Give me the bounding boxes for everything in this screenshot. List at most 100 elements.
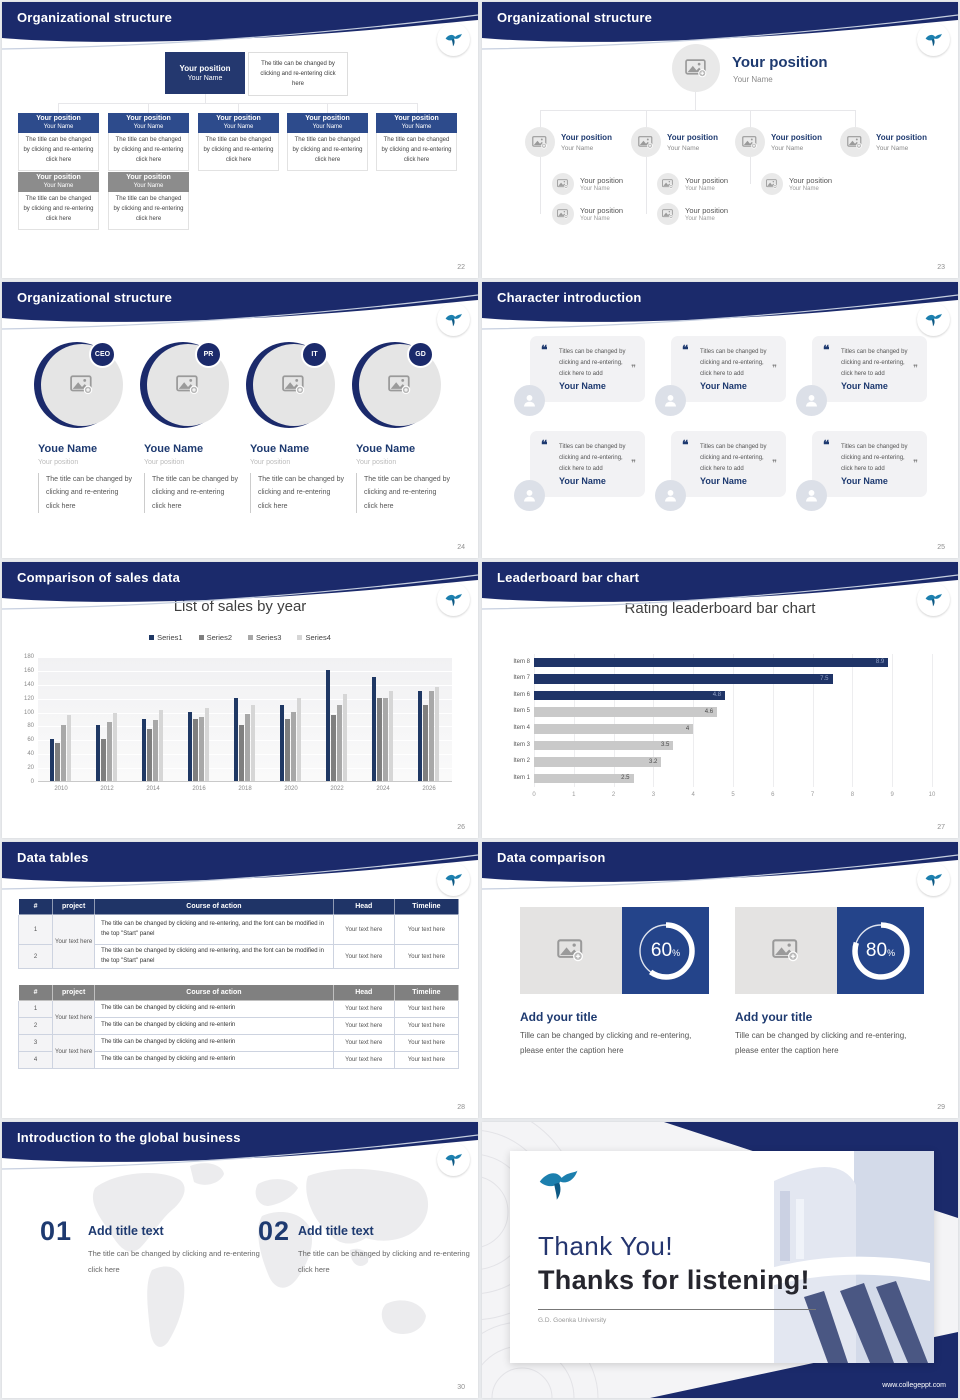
photo-placeholder[interactable] [525,127,555,157]
bar [199,717,204,781]
node-position: Your position [876,133,927,142]
photo-placeholder[interactable] [761,173,783,195]
item-title: Add title text [88,1224,164,1238]
quote-open-icon: ❝ [541,438,548,452]
org-child-box[interactable]: Your position Your Name The title can be … [198,113,279,171]
org-child-box-gray[interactable]: Your position Your Name The title can be … [108,172,189,230]
slide-leaderboard[interactable]: Leaderboard bar chart Rating leaderboard… [482,562,958,838]
child-body: The title can be changed by clicking and… [18,192,99,230]
slide-org-structure-photos[interactable]: Organizational structure Your position Y… [482,2,958,278]
row-num: 4 [17,1051,54,1069]
character-card[interactable]: ❝ Titles can be changed by clicking and … [514,336,645,416]
item-desc: The title can be changed by clicking and… [298,1249,470,1274]
member-photo[interactable]: PR [140,341,232,429]
child-body: The title can be changed by clicking and… [287,133,368,171]
sub-position: Your position [685,176,729,185]
image-placeholder[interactable] [735,907,837,994]
org-child-box[interactable]: Your position Your Name The title can be … [376,113,457,171]
image-placeholder-icon [742,136,758,149]
role-badge: CEO [89,341,116,368]
project-cell: Your text here [52,913,96,970]
photo-placeholder[interactable] [631,127,661,157]
photo-placeholder[interactable] [840,127,870,157]
percent-label: 60% [650,939,681,961]
bar [101,739,106,781]
avatar [514,385,545,416]
photo-placeholder[interactable] [657,203,679,225]
member-desc: The title can be changed by clicking and… [250,473,344,513]
member-column[interactable]: CEO Youe Name Your position The title ca… [34,341,138,553]
child-position: Your position [394,115,439,122]
image-placeholder-icon [662,179,674,189]
child-name: Your Name [223,123,254,130]
x-tick-label: 2018 [238,786,252,792]
photo-placeholder[interactable] [672,44,720,92]
slide-sales-comparison[interactable]: Comparison of sales data List of sales b… [2,562,478,838]
photo-placeholder[interactable] [735,127,765,157]
org-root-box[interactable]: Your position Your Name [165,52,245,94]
bar [158,710,164,781]
bar-value-label: 3.2 [649,758,658,765]
gridline [534,654,535,787]
org-child-box-gray[interactable]: Your position Your Name The title can be … [18,172,99,230]
legend-label: Series2 [206,633,232,642]
org-child-box[interactable]: Your position Your Name The title can be … [108,113,189,171]
member-column[interactable]: IT Youe Name Your position The title can… [246,341,350,553]
character-card[interactable]: ❝ Titles can be changed by clicking and … [655,336,786,416]
slide-character-introduction[interactable]: Character introduction ❝ Titles can be c… [482,282,958,558]
image-placeholder[interactable] [520,907,622,994]
child-position: Your position [305,115,350,122]
slide-data-comparison[interactable]: Data comparison 60% Add your title Tille… [482,842,958,1118]
table-navy[interactable]: # project Course of action Head Timeline… [17,898,460,970]
bar [371,676,377,781]
connector-line [540,157,541,214]
panel-title: Add your title [735,1010,813,1024]
slide-org-structure-boxes[interactable]: Organizational structure Your position Y… [2,2,478,278]
bar [534,690,726,701]
member-photo[interactable]: CEO [34,341,126,429]
slide-data-tables[interactable]: Data tables # project Course of action H… [2,842,478,1118]
x-tick-label: 8 [850,792,855,798]
x-tick-label: 5 [731,792,735,798]
member-position: Your position [38,459,79,466]
x-tick-label: 7 [810,792,815,798]
slide-org-structure-roles[interactable]: Organizational structure CEO Youe Name Y… [2,282,478,558]
page-number: 24 [457,544,465,551]
col-header: project [52,984,96,1001]
image-placeholder-icon [662,209,674,219]
role-badge: PR [195,341,222,368]
logo-badge [437,303,470,336]
slide-header: Character introduction [482,282,958,340]
org-child-box[interactable]: Your position Your Name The title can be … [287,113,368,171]
character-card[interactable]: ❝ Titles can be changed by clicking and … [655,431,786,511]
photo-placeholder[interactable] [552,203,574,225]
character-card[interactable]: ❝ Titles can be changed by clicking and … [796,336,927,416]
slide-thank-you[interactable]: Thank You! Thanks for listening! G.D. Go… [482,1122,958,1398]
member-photo[interactable]: GD [352,341,444,429]
logo-badge [437,1143,470,1176]
table-gray[interactable]: # project Course of action Head Timeline… [17,984,460,1069]
org-child-box[interactable]: Your position Your Name The title can be … [18,113,99,171]
bar-value-label: 4.6 [704,708,714,715]
root-note[interactable]: The title can be changed by clicking and… [248,52,348,96]
legend-item: Series4 [297,633,331,642]
divider-line [538,1309,816,1310]
character-card[interactable]: ❝ Titles can be changed by clicking and … [796,431,927,511]
table-row: 2 The title can be changed by clicking a… [17,1017,460,1035]
character-card[interactable]: ❝ Titles can be changed by clicking and … [514,431,645,511]
logo-badge [437,23,470,56]
connector-line [750,110,751,128]
slide-global-business[interactable]: Introduction to the global business 01 A… [2,1122,478,1398]
member-position: Your position [250,459,291,466]
website-url[interactable]: www.collegeppt.com [882,1382,946,1389]
member-photo[interactable]: IT [246,341,338,429]
connector-line [148,103,149,113]
member-column[interactable]: GD Youe Name Your position The title can… [352,341,456,553]
x-tick-label: 2010 [54,786,68,792]
member-column[interactable]: PR Youe Name Your position The title can… [140,341,244,553]
member-name: Youe Name [144,443,204,455]
photo-placeholder[interactable] [657,173,679,195]
bar [233,697,239,781]
bar [377,697,382,781]
photo-placeholder[interactable] [552,173,574,195]
